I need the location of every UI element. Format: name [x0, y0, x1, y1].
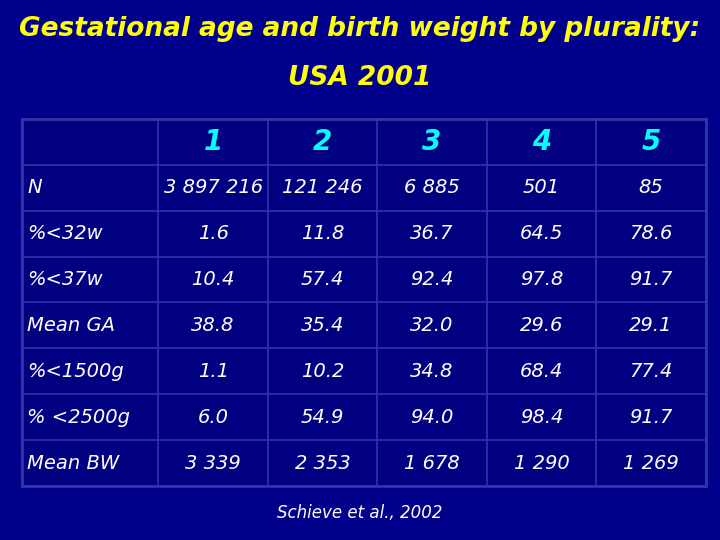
Text: 5: 5	[642, 128, 660, 156]
Text: Gestational age and birth weight by plurality:: Gestational age and birth weight by plur…	[19, 16, 701, 42]
Text: 57.4: 57.4	[301, 270, 344, 289]
Text: 68.4: 68.4	[520, 362, 563, 381]
Text: 4: 4	[532, 128, 551, 156]
Text: 32.0: 32.0	[410, 316, 454, 335]
Text: 85: 85	[639, 178, 663, 197]
Text: 29.6: 29.6	[520, 316, 563, 335]
Text: %<32w: %<32w	[27, 224, 103, 243]
Text: 6.0: 6.0	[197, 408, 229, 427]
Text: 78.6: 78.6	[629, 224, 672, 243]
Text: 121 246: 121 246	[282, 178, 363, 197]
Text: 1.1: 1.1	[197, 362, 229, 381]
Text: 36.7: 36.7	[410, 224, 454, 243]
Text: 2 353: 2 353	[294, 454, 351, 472]
Text: 10.2: 10.2	[301, 362, 344, 381]
Text: 11.8: 11.8	[301, 224, 344, 243]
Text: 1 290: 1 290	[513, 454, 570, 472]
Text: 94.0: 94.0	[410, 408, 454, 427]
Text: 6 885: 6 885	[404, 178, 460, 197]
Text: %<37w: %<37w	[27, 270, 103, 289]
Text: 1: 1	[204, 128, 222, 156]
Text: 91.7: 91.7	[629, 270, 672, 289]
Text: Mean BW: Mean BW	[27, 454, 120, 472]
Text: 3 339: 3 339	[185, 454, 241, 472]
Text: 98.4: 98.4	[520, 408, 563, 427]
Text: 91.7: 91.7	[629, 408, 672, 427]
Text: 38.8: 38.8	[192, 316, 235, 335]
Text: 64.5: 64.5	[520, 224, 563, 243]
Text: % <2500g: % <2500g	[27, 408, 130, 427]
Text: 92.4: 92.4	[410, 270, 454, 289]
Text: 34.8: 34.8	[410, 362, 454, 381]
Text: 3: 3	[423, 128, 441, 156]
Text: USA 2001: USA 2001	[288, 65, 432, 91]
Text: 2: 2	[313, 128, 332, 156]
Text: 97.8: 97.8	[520, 270, 563, 289]
Text: 77.4: 77.4	[629, 362, 672, 381]
Text: 1 678: 1 678	[404, 454, 460, 472]
Text: 35.4: 35.4	[301, 316, 344, 335]
Text: Mean GA: Mean GA	[27, 316, 115, 335]
Text: 1 269: 1 269	[623, 454, 679, 472]
Text: N: N	[27, 178, 42, 197]
Text: Schieve et al., 2002: Schieve et al., 2002	[277, 504, 443, 522]
Text: 501: 501	[523, 178, 560, 197]
Text: 1.6: 1.6	[197, 224, 229, 243]
Text: 29.1: 29.1	[629, 316, 672, 335]
Text: 3 897 216: 3 897 216	[163, 178, 263, 197]
Text: %<1500g: %<1500g	[27, 362, 124, 381]
Text: 54.9: 54.9	[301, 408, 344, 427]
Text: 10.4: 10.4	[192, 270, 235, 289]
